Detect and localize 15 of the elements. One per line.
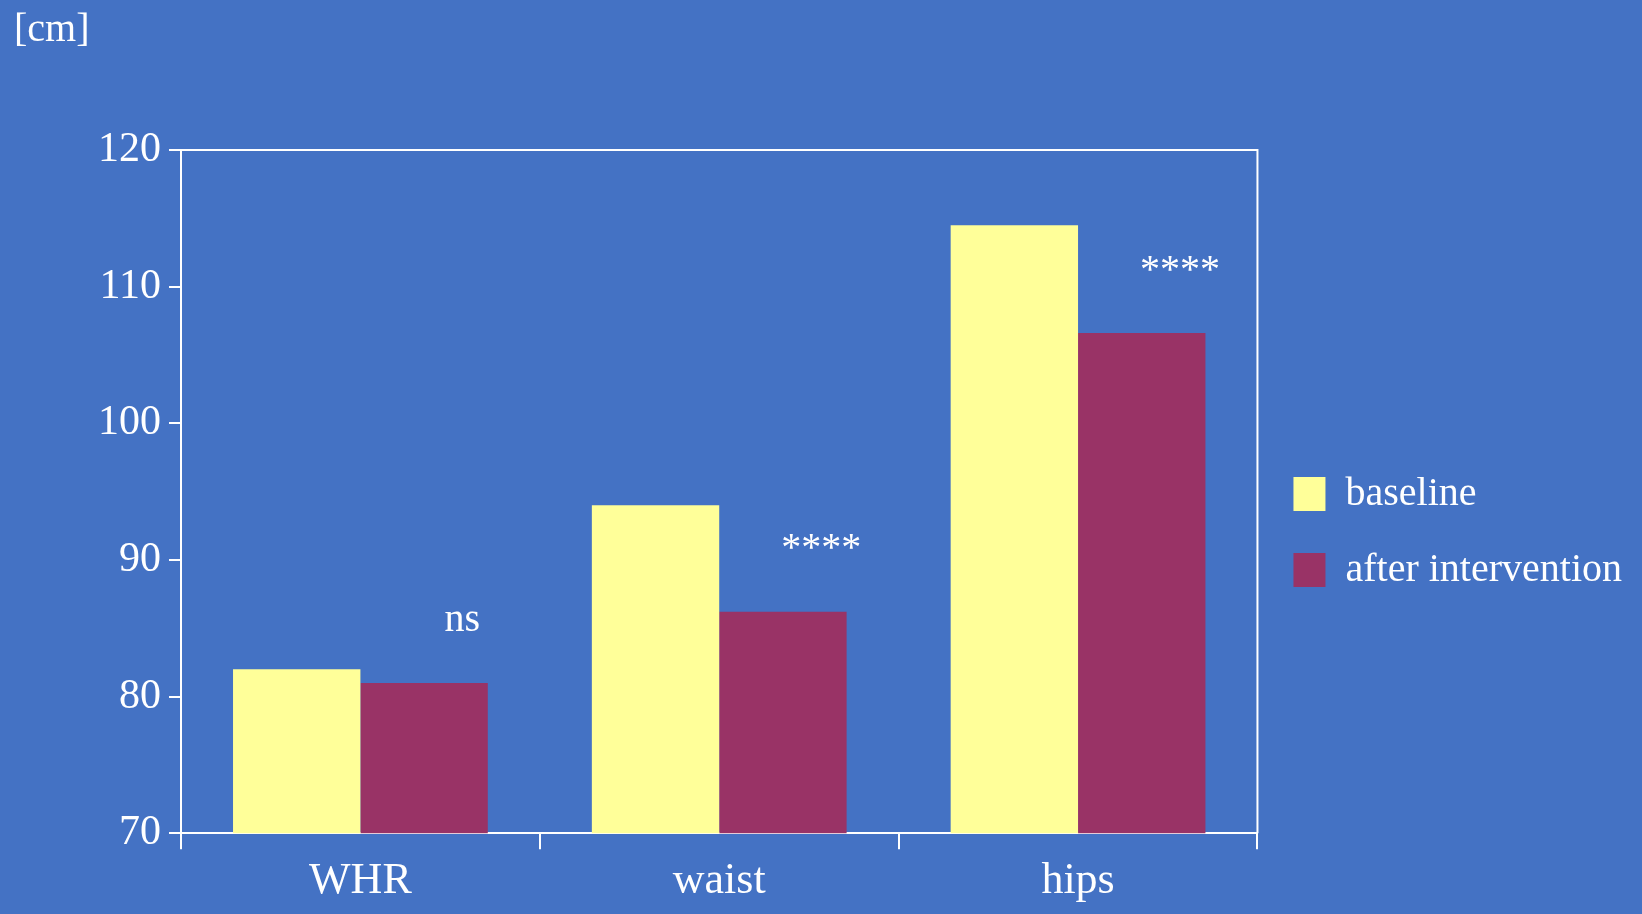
annotation: ****	[781, 524, 862, 570]
y-tick-label: 70	[119, 807, 161, 854]
y-tick-label: 90	[119, 533, 161, 580]
y-tick-label: 100	[98, 397, 161, 444]
legend-label: after intervention	[1345, 544, 1622, 590]
y-tick-label: 120	[98, 124, 161, 171]
x-tick-label: hips	[1041, 854, 1115, 904]
y-tick-label: 110	[99, 260, 161, 307]
x-tick-label: waist	[672, 854, 766, 904]
y-tick-label: 80	[119, 670, 161, 717]
annotation: ****	[1139, 245, 1220, 291]
annotation: ns	[444, 595, 481, 641]
y-axis-title: [cm]	[14, 4, 90, 50]
legend-label: baseline	[1345, 468, 1477, 514]
x-tick-label: WHR	[309, 854, 413, 904]
